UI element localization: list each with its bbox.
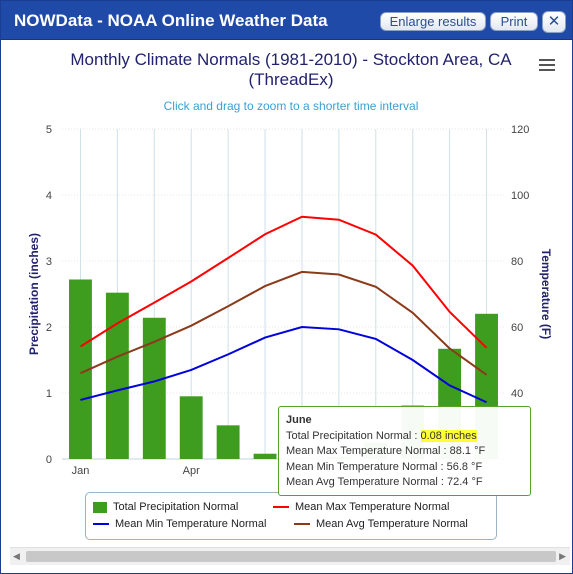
chart-title-line2: (ThreadEx) <box>248 70 334 89</box>
y-right-tick-label: 60 <box>511 322 523 334</box>
y-right-tick-label: 80 <box>511 256 523 268</box>
temp-line-max <box>79 215 488 349</box>
legend-label-max: Mean Max Temperature Normal <box>295 501 450 513</box>
y-right-tick-label: 120 <box>511 124 529 136</box>
horizontal-scrollbar[interactable]: ◀ ▶ <box>10 547 570 565</box>
precip-bar <box>105 292 129 459</box>
legend-label-precip: Total Precipitation Normal <box>113 501 239 513</box>
chart-legend: Total Precipitation Normal Mean Max Temp… <box>85 492 497 540</box>
enlarge-results-button[interactable]: Enlarge results <box>380 12 486 31</box>
legend-swatch-avg <box>294 523 310 526</box>
chart-title: Monthly Climate Normals (1981-2010) - St… <box>2 50 573 90</box>
chart-title-line1: Monthly Climate Normals (1981-2010) - St… <box>70 50 512 69</box>
legend-swatch-min <box>93 523 109 526</box>
hamburger-menu-icon[interactable] <box>539 59 555 72</box>
legend-label-min: Mean Min Temperature Normal <box>115 518 267 530</box>
close-icon[interactable]: ✕ <box>542 11 566 33</box>
y-left-tick-label: 0 <box>46 454 52 466</box>
tooltip-avg-line: Mean Avg Temperature Normal : 72.4 °F <box>286 476 483 488</box>
print-button[interactable]: Print <box>490 12 538 31</box>
y-left-tick-label: 1 <box>46 388 52 400</box>
precip-bar <box>253 453 277 459</box>
y-left-tick-label: 2 <box>46 322 52 334</box>
y-left-tick-label: 3 <box>46 256 52 268</box>
chart-subtitle: Click and drag to zoom to a shorter time… <box>163 99 419 113</box>
y-left-axis-title: Precipitation (inches) <box>27 233 41 355</box>
legend-item-avg[interactable]: Mean Avg Temperature Normal <box>294 518 468 530</box>
scroll-left-arrow-icon[interactable]: ◀ <box>13 551 20 561</box>
y-left-tick-label: 5 <box>46 124 52 136</box>
y-right-tick-label: 100 <box>511 190 529 202</box>
temp-line-avg <box>80 270 488 376</box>
scroll-right-arrow-icon[interactable]: ▶ <box>559 551 566 561</box>
x-tick-label: Jan <box>72 465 90 477</box>
window-titlebar: NOWData - NOAA Online Weather Data Enlar… <box>1 1 572 40</box>
legend-item-precip[interactable]: Total Precipitation Normal <box>93 501 238 513</box>
legend-item-min[interactable]: Mean Min Temperature Normal <box>93 518 266 530</box>
tooltip-month: June <box>286 414 312 426</box>
precip-bar <box>69 279 92 459</box>
x-tick-label: Apr <box>183 465 200 477</box>
tooltip-min-line: Mean Min Temperature Normal : 56.8 °F <box>286 460 483 473</box>
precip-bar <box>216 425 240 459</box>
tooltip-precip-label: Total Precipitation Normal : <box>286 429 421 442</box>
chart-panel: Monthly Climate Normals (1981-2010) - St… <box>2 40 571 573</box>
window-title: NOWData - NOAA Online Weather Data <box>14 11 328 30</box>
scrollbar-thumb[interactable] <box>26 551 556 562</box>
y-left-tick-label: 4 <box>46 190 52 202</box>
y-right-axis-title: Temperature (F) <box>539 249 553 339</box>
tooltip-precip-value: 0.08 inches <box>420 429 477 442</box>
chart-tooltip: June Total Precipitation Normal : 0.08 i… <box>278 406 531 496</box>
legend-label-avg: Mean Avg Temperature Normal <box>316 518 468 530</box>
temp-line-min <box>80 325 487 404</box>
legend-item-max[interactable]: Mean Max Temperature Normal <box>273 501 449 513</box>
legend-swatch-max <box>273 506 289 509</box>
y-right-tick-label: 40 <box>511 388 523 400</box>
precip-bar <box>179 396 203 459</box>
precip-bar <box>142 317 166 459</box>
tooltip-max-line: Mean Max Temperature Normal : 88.1 °F <box>286 445 486 457</box>
legend-swatch-precip <box>93 501 107 513</box>
